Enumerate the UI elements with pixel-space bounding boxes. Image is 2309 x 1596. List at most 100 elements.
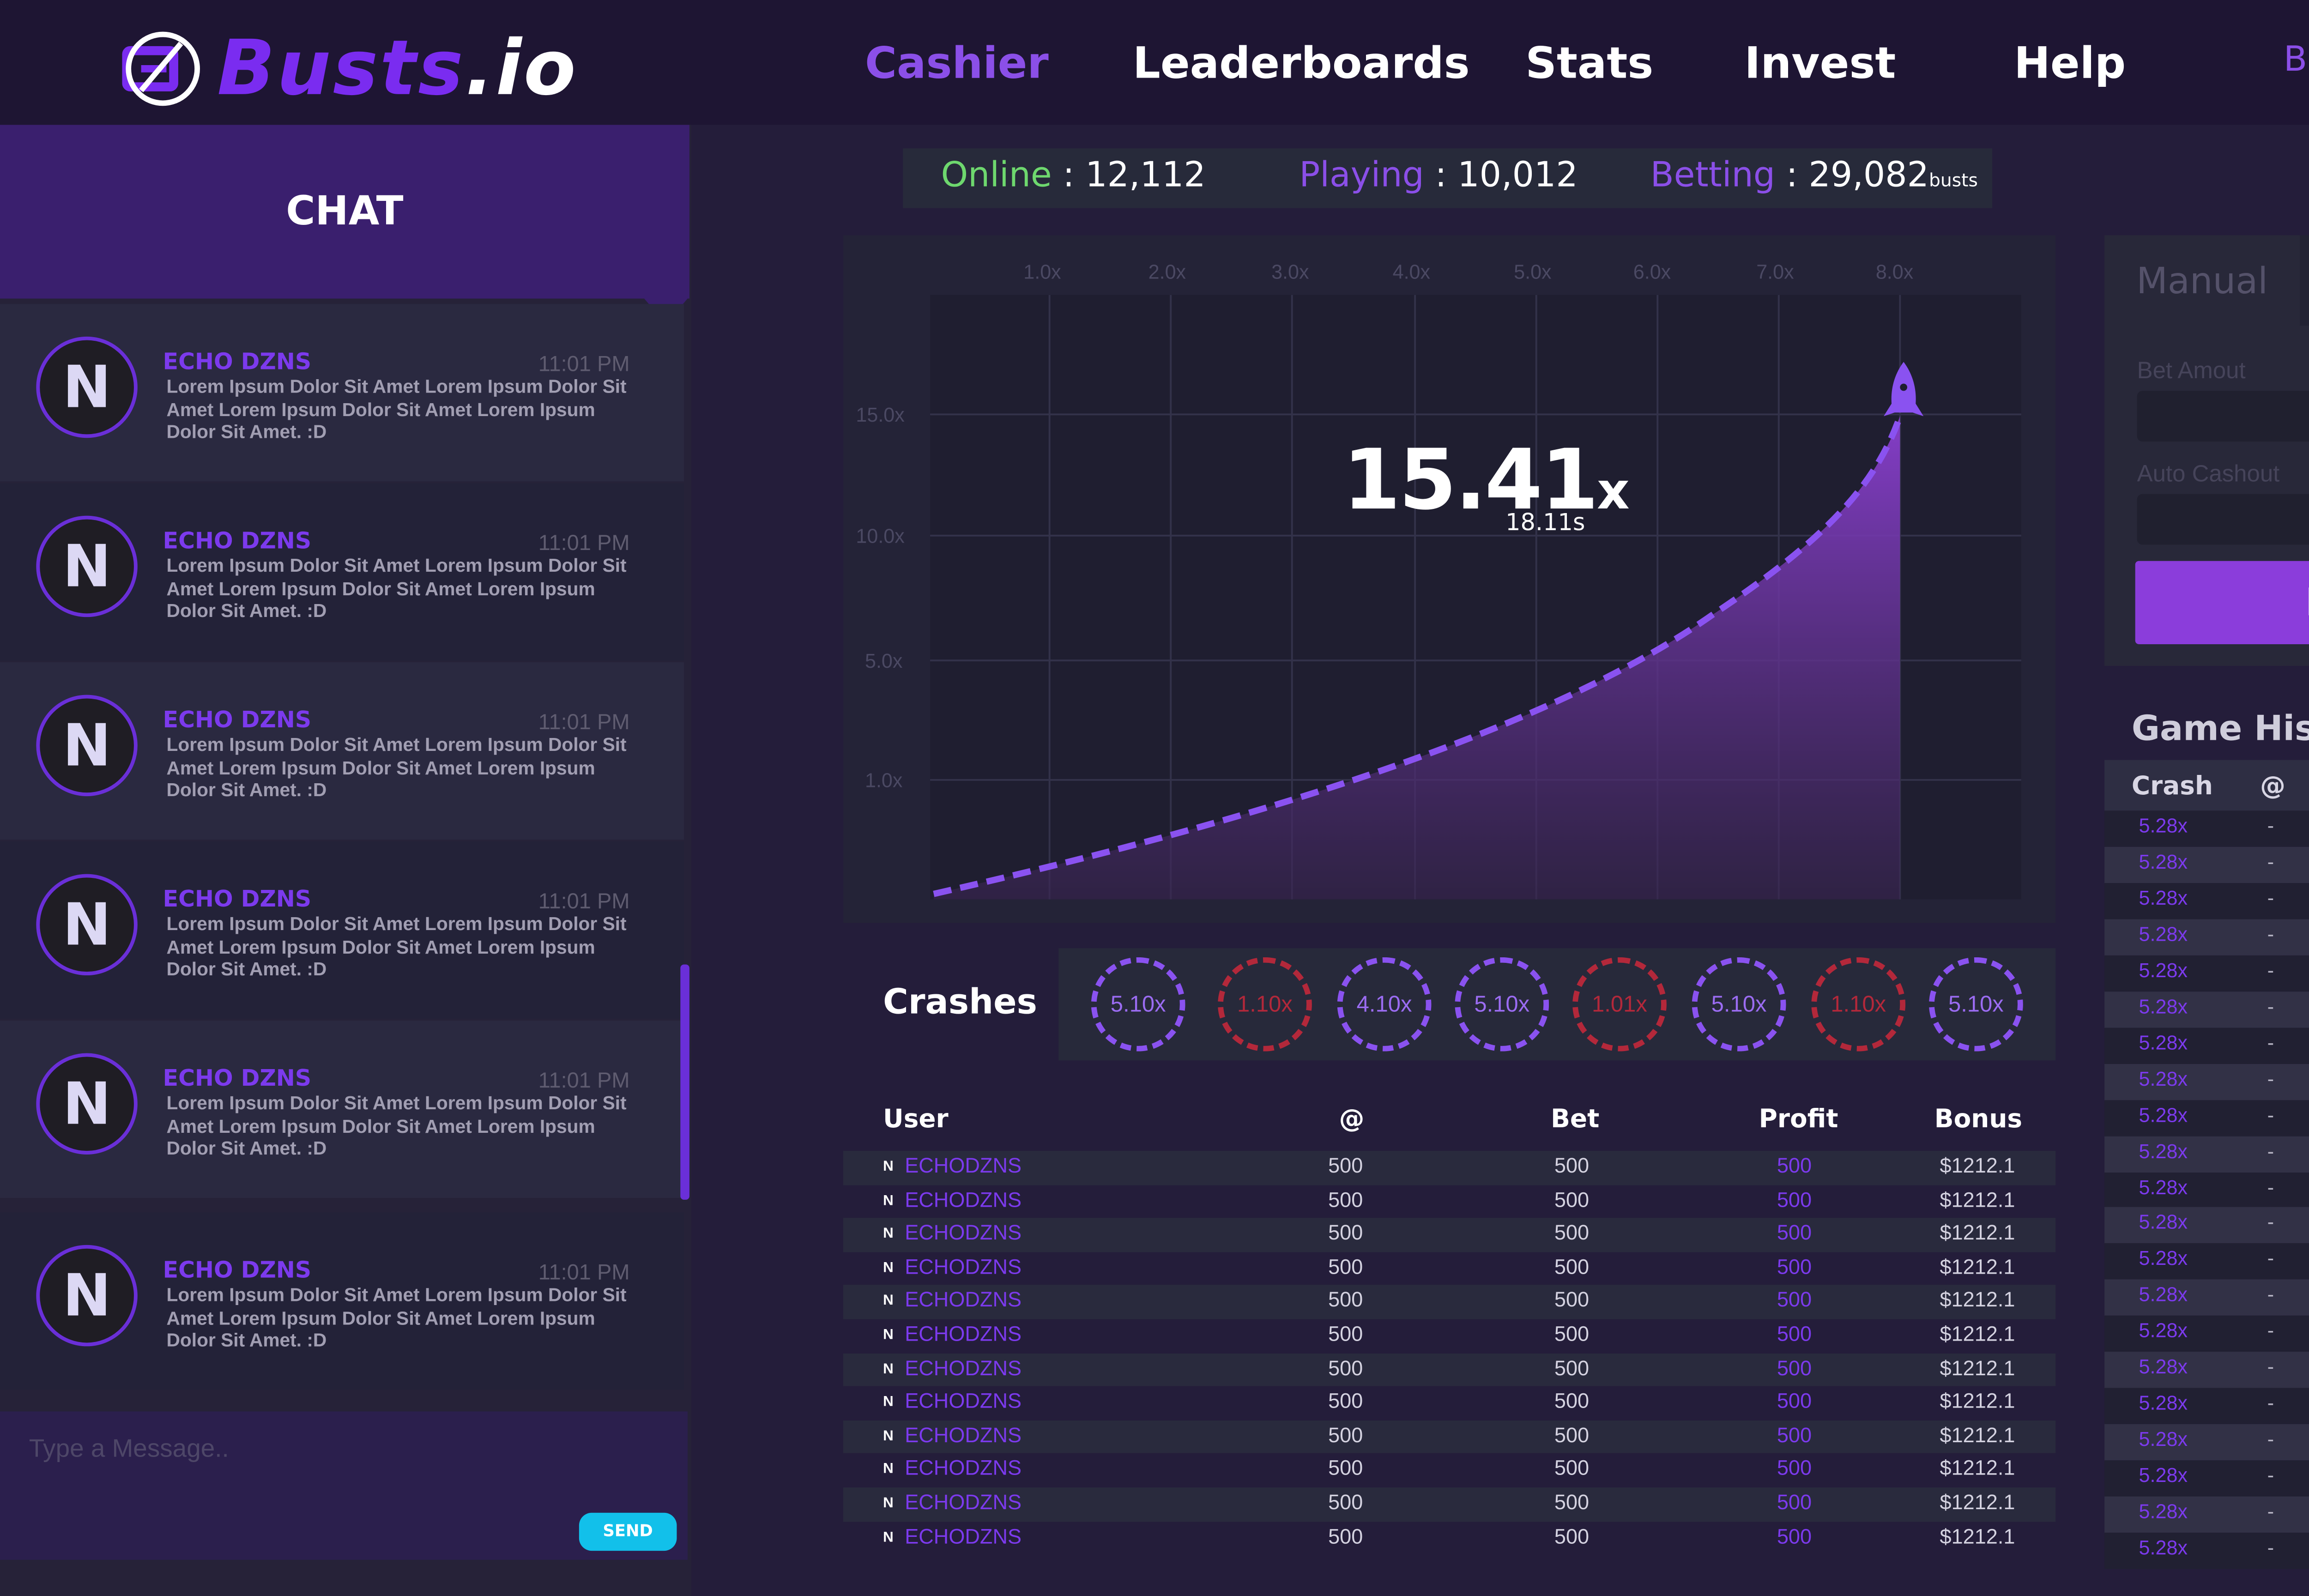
chat-avatar[interactable]: N	[36, 336, 138, 438]
table-row[interactable]: N ECHODZNS 500 500 500 $1212.1	[843, 1420, 2056, 1454]
chat-scrollbar[interactable]	[680, 964, 689, 1200]
history-row[interactable]: 5.28x---AB...	[2104, 1172, 2309, 1208]
chat-username[interactable]: ECHO DZNS	[163, 885, 312, 912]
history-row[interactable]: 5.28x---AB...	[2104, 1496, 2309, 1533]
table-row[interactable]: N ECHODZNS 500 500 500 $1212.1	[843, 1487, 2056, 1521]
col-user: User	[883, 1106, 949, 1135]
cell-user[interactable]: ECHODZNS	[905, 1358, 1022, 1380]
history-row[interactable]: 5.28x---AB...	[2104, 1027, 2309, 1064]
chat-avatar[interactable]: N	[36, 1245, 138, 1347]
cell-crash: 5.28x	[2139, 1285, 2188, 1307]
table-row[interactable]: N ECHODZNS 500 500 500 $1212.1	[843, 1151, 2056, 1185]
chat-username[interactable]: ECHO DZNS	[163, 1064, 312, 1091]
history-row[interactable]: 5.28x---AB...	[2104, 991, 2309, 1028]
history-row[interactable]: 5.28x---AB...	[2104, 1532, 2309, 1569]
chat-username[interactable]: ECHO DZNS	[163, 526, 312, 554]
stat-playing-value: : 10,012	[1435, 155, 1578, 196]
table-row[interactable]: N ECHODZNS 500 500 500 $1212.1	[843, 1521, 2055, 1555]
nav-cashier[interactable]: Cashier	[864, 38, 1049, 89]
nav-stats[interactable]: Stats	[1525, 38, 1654, 89]
crash-chip[interactable]: 5.10x	[1455, 957, 1549, 1052]
table-row[interactable]: N ECHODZNS 500 500 500 $1212.1	[843, 1252, 2055, 1286]
chat-username[interactable]: ECHO DZNS	[163, 1256, 312, 1283]
cell-bonus: $1212.1	[1940, 1526, 2015, 1548]
table-row[interactable]: N ECHODZNS 500 500 500 $1212.1	[843, 1353, 2056, 1387]
cell-bet: 500	[1554, 1526, 1590, 1548]
cell-user[interactable]: ECHODZNS	[905, 1493, 1022, 1515]
logo[interactable]: Busts.io	[116, 22, 578, 112]
history-row[interactable]: 5.28x---AB...	[2104, 1280, 2309, 1317]
history-row[interactable]: 5.28x---AB...	[2104, 1424, 2309, 1461]
history-row[interactable]: 5.28x---AB...	[2104, 1460, 2309, 1497]
cell-at: -	[2267, 1033, 2274, 1055]
table-row[interactable]: N ECHODZNS 500 500 500 $1212.1	[843, 1454, 2055, 1487]
table-row[interactable]: N ECHODZNS 500 500 500 $1212.1	[843, 1185, 2055, 1218]
cell-user[interactable]: ECHODZNS	[905, 1291, 1022, 1313]
game-history-title: Game History	[2131, 709, 2309, 750]
cell-crash: 5.28x	[2139, 924, 2188, 946]
history-row[interactable]: 5.28x---AB...	[2104, 1316, 2309, 1353]
chat-username[interactable]: ECHO DZNS	[163, 347, 312, 375]
cell-user[interactable]: ECHODZNS	[905, 1190, 1022, 1212]
cell-crash: 5.28x	[2139, 960, 2188, 982]
table-row[interactable]: N ECHODZNS 500 500 500 $1212.1	[843, 1218, 2056, 1252]
history-row[interactable]: 5.28x---AB...	[2104, 1244, 2309, 1280]
table-row[interactable]: N ECHODZNS 500 500 500 $1212.1	[843, 1386, 2055, 1420]
history-row[interactable]: 5.28x---AB...	[2104, 1208, 2309, 1244]
place-bet-button[interactable]: Place Bet	[2135, 561, 2309, 644]
crash-chip[interactable]: 1.01x	[1572, 957, 1667, 1052]
crash-chip[interactable]: 5.10x	[1091, 957, 1185, 1052]
crash-chip[interactable]: 1.10x	[1218, 957, 1312, 1052]
history-row[interactable]: 5.28x---AB...	[2104, 1063, 2309, 1100]
history-row[interactable]: 5.28x---AB...	[2104, 883, 2309, 919]
history-row[interactable]: 5.28x---AB...	[2104, 1099, 2309, 1136]
nav-leaderboards[interactable]: Leaderboards	[1132, 38, 1470, 89]
history-row[interactable]: 5.28x---AB...	[2104, 846, 2309, 883]
cell-crash: 5.28x	[2139, 1177, 2188, 1199]
cell-user[interactable]: ECHODZNS	[905, 1257, 1022, 1279]
send-button[interactable]: SEND	[579, 1512, 677, 1551]
cell-user[interactable]: ECHODZNS	[905, 1223, 1022, 1245]
history-row[interactable]: 5.28x---AB...	[2104, 1352, 2309, 1389]
chat-avatar[interactable]: N	[36, 695, 138, 797]
cell-user[interactable]: ECHODZNS	[905, 1391, 1022, 1414]
col-at: @	[1339, 1106, 1365, 1135]
chat-message-input[interactable]	[25, 1426, 648, 1469]
game-history-header: Crash @ Bet Profit Hash	[2104, 760, 2309, 811]
cell-user[interactable]: ECHODZNS	[905, 1526, 1022, 1548]
x-tick: 3.0x	[1271, 261, 1309, 283]
cell-bonus: $1212.1	[1940, 1324, 2015, 1347]
history-row[interactable]: 5.28x---AB...	[2104, 919, 2309, 955]
crash-chip[interactable]: 5.10x	[1929, 957, 2023, 1052]
crash-chip[interactable]: 1.10x	[1811, 957, 1906, 1052]
chat-panel: CHAT N ECHO DZNS 11:01 PM Lorem Ipsum Do…	[0, 125, 691, 1596]
nav-invest[interactable]: Invest	[1744, 38, 1896, 89]
table-row[interactable]: N ECHODZNS 500 500 500 $1212.1	[843, 1319, 2055, 1353]
bet-amount-input[interactable]	[2148, 398, 2309, 438]
tab-manual[interactable]: Manual	[2136, 259, 2268, 302]
nav-help[interactable]: Help	[2014, 38, 2126, 89]
chat-avatar[interactable]: N	[36, 515, 138, 617]
cell-user[interactable]: ECHODZNS	[905, 1459, 1022, 1481]
chat-message: N ECHO DZNS 11:01 PM Lorem Ipsum Dolor S…	[0, 483, 684, 661]
auto-cashout-input[interactable]	[2148, 501, 2309, 541]
chat-username[interactable]: ECHO DZNS	[163, 706, 312, 733]
tab-strip-bg	[2300, 235, 2309, 326]
chat-avatar[interactable]: N	[36, 874, 138, 976]
chat-timestamp: 11:01 PM	[538, 351, 630, 377]
cell-user[interactable]: ECHODZNS	[905, 1425, 1022, 1447]
cell-user[interactable]: ECHODZNS	[905, 1156, 1022, 1178]
cell-profit: 500	[1777, 1291, 1812, 1313]
crash-chip[interactable]: 5.10x	[1692, 957, 1786, 1052]
chat-text: Lorem Ipsum Dolor Sit Amet Lorem Ipsum D…	[166, 1286, 627, 1352]
crash-chip[interactable]: 4.10x	[1337, 957, 1432, 1052]
cell-user[interactable]: ECHODZNS	[905, 1324, 1022, 1347]
user-badge-icon: N	[883, 1528, 894, 1545]
cell-bonus: $1212.1	[1940, 1190, 2015, 1212]
history-row[interactable]: 5.28x---AB...	[2104, 955, 2309, 991]
history-row[interactable]: 5.28x---AB...	[2104, 1135, 2309, 1172]
history-row[interactable]: 5.28x---AB...	[2104, 810, 2309, 847]
history-row[interactable]: 5.28x---AB...	[2104, 1388, 2309, 1425]
chat-avatar[interactable]: N	[36, 1053, 138, 1155]
table-row[interactable]: N ECHODZNS 500 500 500 $1212.1	[843, 1285, 2056, 1319]
